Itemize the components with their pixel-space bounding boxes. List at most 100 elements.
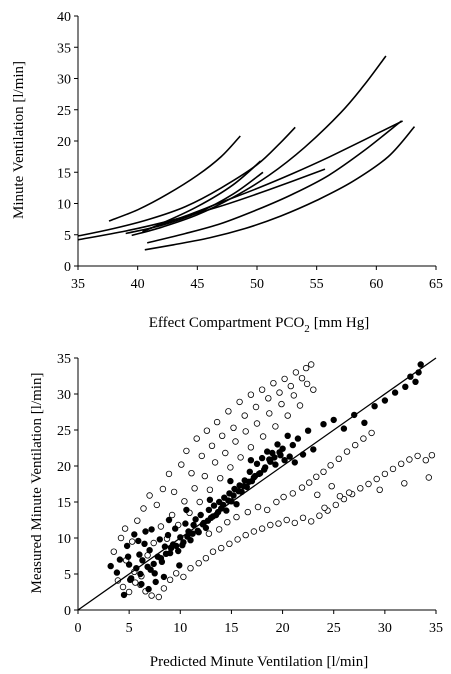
open-point xyxy=(428,452,436,459)
response-curve-1 xyxy=(108,135,241,222)
chart1-y-tick-label: 20 xyxy=(57,135,71,150)
filled-point xyxy=(223,507,230,514)
open-point xyxy=(352,441,359,449)
filled-point xyxy=(230,492,237,499)
open-point xyxy=(278,400,285,408)
open-point xyxy=(148,592,155,599)
chart2-y-tick-label: 0 xyxy=(64,604,71,619)
filled-point xyxy=(189,530,196,537)
open-point xyxy=(202,555,210,562)
open-point xyxy=(425,474,432,481)
filled-point xyxy=(141,540,148,547)
open-point xyxy=(303,380,311,388)
filled-point xyxy=(135,537,142,545)
filled-point xyxy=(184,533,191,540)
open-point xyxy=(160,585,168,592)
filled-point xyxy=(197,511,204,519)
open-point xyxy=(414,452,421,460)
open-point xyxy=(368,429,375,437)
open-point xyxy=(343,448,351,455)
chart1-y-axis-label: Minute Ventilation [l/min] xyxy=(11,61,27,219)
open-point xyxy=(128,538,136,545)
open-point xyxy=(265,395,272,402)
open-point xyxy=(125,588,133,596)
filled-point xyxy=(417,361,424,368)
open-point xyxy=(291,519,298,527)
open-point xyxy=(134,517,141,524)
open-point xyxy=(224,519,231,526)
filled-point xyxy=(253,460,261,467)
open-point xyxy=(320,468,327,475)
open-point xyxy=(401,480,408,487)
filled-point xyxy=(258,454,266,462)
chart1-y-tick-label: 0 xyxy=(64,260,71,275)
open-point xyxy=(298,484,306,491)
open-point xyxy=(205,530,213,537)
filled-point xyxy=(271,454,278,461)
open-point xyxy=(203,427,211,434)
open-point xyxy=(242,531,249,539)
response-curve-2 xyxy=(77,126,296,237)
open-point xyxy=(275,520,282,527)
open-point xyxy=(314,491,321,498)
chart1-x-tick-label: 60 xyxy=(369,277,383,292)
filled-point xyxy=(123,542,131,550)
filled-point xyxy=(138,580,145,588)
open-point xyxy=(117,534,125,542)
filled-point xyxy=(125,561,133,568)
filled-point xyxy=(402,383,409,390)
open-point xyxy=(313,473,320,480)
filled-point xyxy=(171,525,179,532)
chart1-x-axis-label: Effect Compartment PCO2 [mm Hg] xyxy=(149,315,369,335)
open-point xyxy=(360,435,367,442)
open-point xyxy=(166,576,174,583)
chart1-y-tick-label: 10 xyxy=(57,198,71,213)
filled-point xyxy=(320,421,327,428)
filled-point xyxy=(289,441,296,449)
open-point xyxy=(150,539,157,547)
open-point xyxy=(170,488,178,496)
open-point xyxy=(398,460,405,467)
open-point xyxy=(406,456,413,463)
filled-point xyxy=(192,516,199,523)
filled-point xyxy=(116,556,124,563)
response-curve-3 xyxy=(131,55,387,237)
open-point xyxy=(389,465,397,473)
filled-point xyxy=(284,432,291,439)
chart2-y-tick-label: 10 xyxy=(57,532,71,547)
chart1-x-tick-label: 55 xyxy=(310,277,324,292)
filled-point xyxy=(131,531,138,538)
filled-point xyxy=(162,550,170,557)
chart2-x-tick-label: 10 xyxy=(173,621,187,636)
open-point xyxy=(217,544,225,552)
open-point xyxy=(178,461,185,468)
open-point xyxy=(290,392,297,399)
open-point xyxy=(215,526,223,533)
open-point xyxy=(198,452,205,460)
open-point xyxy=(264,506,271,514)
filled-point xyxy=(176,562,183,569)
chart1-x-axis-label-unit: [mm Hg] xyxy=(314,315,369,331)
chart1-x-tick-labels: 35 40 45 50 55 60 65 xyxy=(71,277,443,292)
open-point xyxy=(321,504,328,511)
open-point xyxy=(242,428,249,435)
response-curve-7 xyxy=(144,126,416,251)
filled-point xyxy=(179,542,186,549)
open-point xyxy=(227,464,234,471)
open-point xyxy=(218,432,226,439)
chart2-x-tick-label: 35 xyxy=(429,621,443,636)
open-point xyxy=(258,386,266,393)
open-point xyxy=(232,438,239,445)
response-curve-8 xyxy=(77,168,326,241)
filled-point xyxy=(137,570,144,578)
filled-point xyxy=(139,557,146,564)
chart1-axes xyxy=(74,15,437,270)
open-point xyxy=(280,493,287,501)
open-point xyxy=(422,457,429,464)
filled-point xyxy=(340,425,348,432)
open-point xyxy=(283,516,290,524)
filled-point xyxy=(120,591,128,599)
open-point xyxy=(181,498,188,505)
filled-point xyxy=(126,576,134,583)
